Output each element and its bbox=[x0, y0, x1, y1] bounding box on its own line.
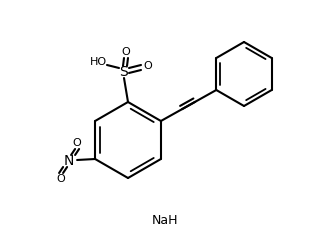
Text: O: O bbox=[57, 174, 65, 184]
Text: NaH: NaH bbox=[152, 214, 178, 226]
Text: S: S bbox=[120, 65, 128, 79]
Text: N: N bbox=[64, 154, 74, 168]
Text: HO: HO bbox=[89, 57, 107, 67]
Text: O: O bbox=[73, 138, 81, 148]
Text: O: O bbox=[144, 61, 152, 71]
Text: O: O bbox=[122, 47, 130, 57]
